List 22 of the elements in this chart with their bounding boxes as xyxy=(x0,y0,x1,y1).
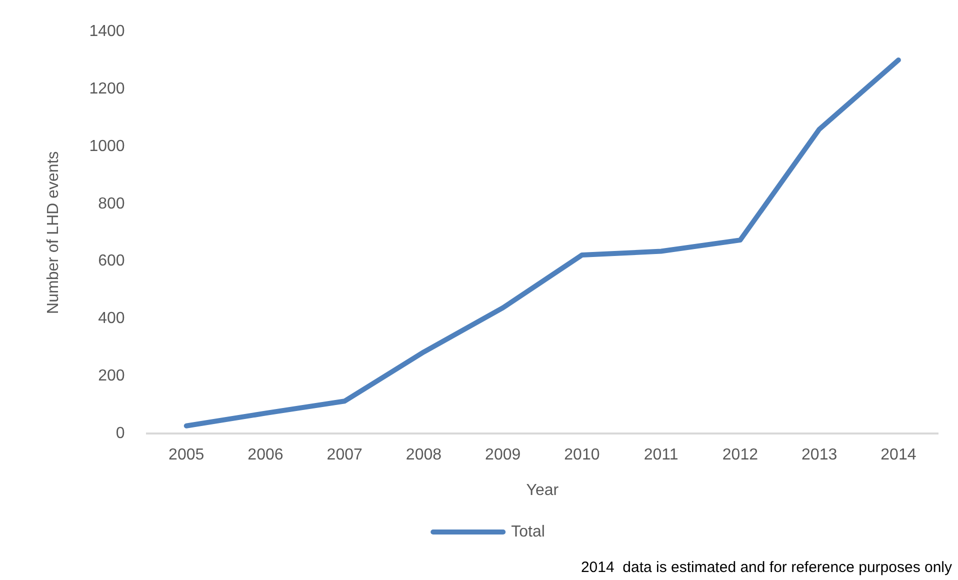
y-tick-label: 600 xyxy=(98,252,125,270)
text: 2014 data is estimated and for reference purposes only xyxy=(580,559,952,576)
y-tick-label: 1400 xyxy=(89,23,125,40)
x-axis-title: Year xyxy=(526,482,560,499)
x-tick-label: 2009 xyxy=(485,446,521,464)
y-tick-label: 200 xyxy=(98,368,125,385)
x-tick-label: 2005 xyxy=(168,446,204,464)
x-tick-label: 2010 xyxy=(564,446,600,464)
legend-label: Total xyxy=(511,523,545,540)
x-tick-label: 2014 xyxy=(880,446,916,464)
x-tick-label: 2007 xyxy=(326,446,362,464)
y-axis-title: Number of LHD events xyxy=(45,151,62,314)
x-tick-label: 2008 xyxy=(406,446,442,464)
y-tick-label: 1000 xyxy=(89,138,125,155)
y-tick-label: 800 xyxy=(98,195,125,212)
y-tick-label: 400 xyxy=(98,310,125,328)
x-tick-label: 2012 xyxy=(722,446,758,464)
x-tick-label: 2011 xyxy=(644,446,678,464)
y-tick-label: 0 xyxy=(116,425,125,442)
x-tick-label: 2006 xyxy=(248,446,284,464)
x-tick-label: 2013 xyxy=(802,446,838,464)
y-tick-label: 1200 xyxy=(89,80,125,98)
